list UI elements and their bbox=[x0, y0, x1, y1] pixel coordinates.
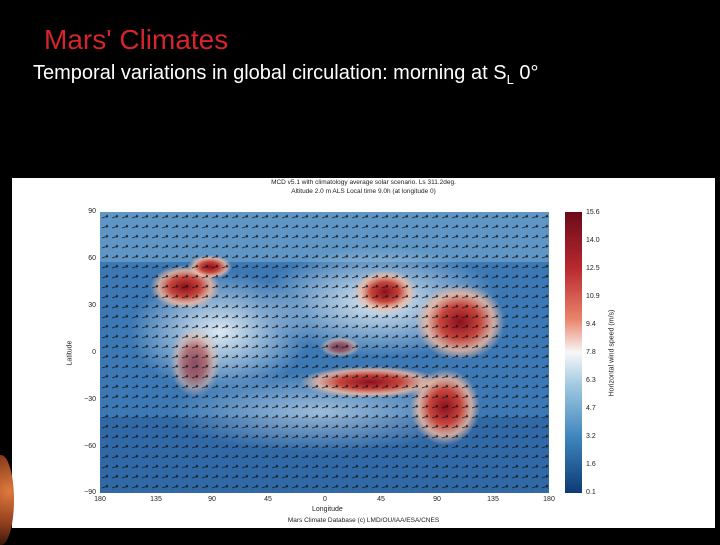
xtick-0: 0 bbox=[323, 496, 327, 503]
cbar-tick: 0.1 bbox=[586, 489, 596, 496]
ytick-0: 0 bbox=[92, 349, 96, 356]
subtitle-end: 0° bbox=[513, 62, 539, 84]
cbar-tick: 7.8 bbox=[586, 349, 596, 356]
ytick-60: 60 bbox=[88, 255, 96, 262]
xtick-90e: 90 bbox=[433, 496, 441, 503]
figure-header-line2: Altitude 2.0 m ALS Local time 9.0h (at l… bbox=[291, 188, 436, 195]
subtitle-main: Temporal variations in global circulatio… bbox=[33, 62, 507, 84]
cbar-tick: 12.5 bbox=[586, 265, 600, 272]
cbar-tick: 3.2 bbox=[586, 433, 596, 440]
cbar-tick: 9.4 bbox=[586, 321, 596, 328]
slide-title: Mars' Climates bbox=[44, 24, 229, 55]
ytick-minus30: −30 bbox=[84, 396, 96, 403]
figure-footer: Mars Climate Database (c) LMD/OU/IAA/ESA… bbox=[287, 517, 440, 524]
slide-subtitle: Temporal variations in global circulatio… bbox=[33, 62, 539, 87]
xtick-180w: 180 bbox=[94, 496, 106, 503]
xtick-45e: 45 bbox=[377, 496, 385, 503]
cbar-tick: 15.6 bbox=[586, 209, 600, 216]
xtick-45w: 45 bbox=[264, 496, 272, 503]
cbar-tick: 10.9 bbox=[586, 293, 600, 300]
x-axis-label: Longitude bbox=[312, 506, 343, 513]
figure-header-line1: MCD v5.1 with climatology average solar … bbox=[271, 179, 456, 186]
ytick-90: 90 bbox=[88, 208, 96, 215]
ytick-minus60: −60 bbox=[84, 443, 96, 450]
cbar-tick: 14.0 bbox=[586, 237, 600, 244]
wind-speed-map bbox=[100, 212, 549, 493]
y-axis-label: Latitude bbox=[66, 340, 74, 366]
cbar-tick: 6.3 bbox=[586, 377, 596, 384]
wind-map-figure: MCD v5.1 with climatology average solar … bbox=[12, 178, 715, 528]
ytick-30: 30 bbox=[88, 302, 96, 309]
xtick-180e: 180 bbox=[543, 496, 555, 503]
cbar-tick: 4.7 bbox=[586, 405, 596, 412]
xtick-90w: 90 bbox=[208, 496, 216, 503]
subtitle-subscript: L bbox=[506, 72, 514, 87]
ytick-minus90: −90 bbox=[84, 489, 96, 496]
colorbar-label: Horizontal wind speed (m/s) bbox=[608, 309, 616, 397]
xtick-135w: 135 bbox=[150, 496, 162, 503]
wind-vectors bbox=[100, 212, 549, 493]
xtick-135e: 135 bbox=[487, 496, 499, 503]
cbar-tick: 1.6 bbox=[586, 461, 596, 468]
mars-planet-image bbox=[0, 455, 14, 545]
colorbar bbox=[565, 212, 582, 493]
